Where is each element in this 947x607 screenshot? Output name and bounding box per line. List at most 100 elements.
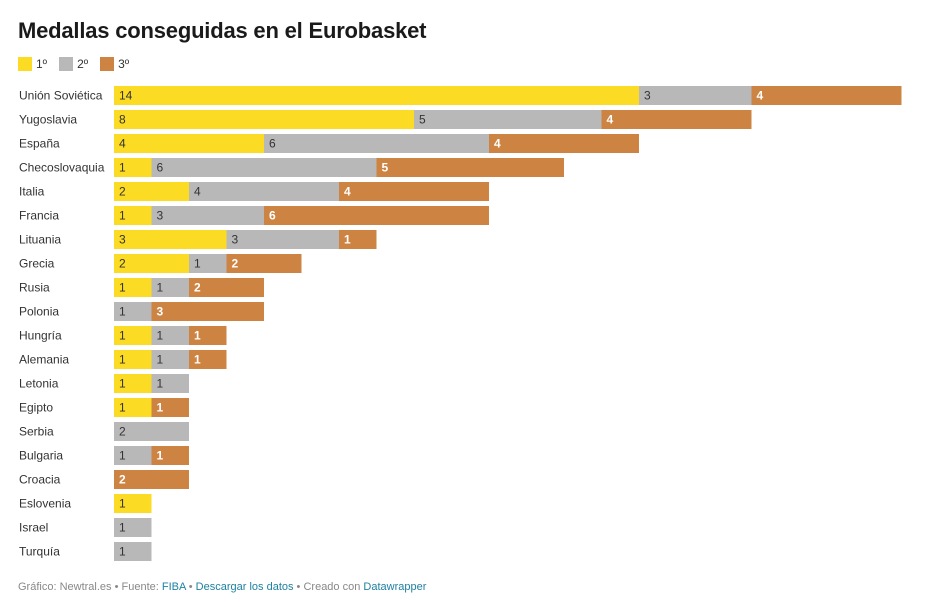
legend-label-silver: 2º [77,57,89,71]
bar-segment-gold [114,86,639,105]
bar-segment-bronze [189,350,227,369]
value-label: 3 [157,305,164,319]
bar-segment-gold [114,110,414,129]
legend-label-bronze: 3º [118,57,130,71]
bar-segment-bronze [189,326,227,345]
download-data-link[interactable]: Descargar los datos [195,581,294,593]
category-label: Bulgaria [19,449,63,463]
bar-row-turquia: Turquía 1 [19,542,152,561]
footer-sep2: • Creado con [293,581,364,593]
bar-segment-silver [414,110,602,129]
category-label: Egipto [19,401,53,415]
value-label: 2 [232,257,239,271]
category-label: Serbia [19,425,54,439]
value-label: 3 [232,233,239,247]
source-link[interactable]: FIBA [161,581,186,593]
bar-row-egipto: Egipto 1 1 [19,398,189,417]
category-label: Checoslovaquia [19,161,105,175]
bar-segment-gold [114,374,152,393]
bar-segment-bronze [151,398,189,417]
value-label: 1 [119,329,126,343]
bar-row-bulgaria: Bulgaria 1 1 [19,446,189,465]
value-label: 4 [607,113,614,127]
bar-segment-bronze [751,86,902,105]
category-label: Israel [19,521,48,535]
bar-segment-bronze [339,230,377,249]
bar-row-italia: Italia 2 4 4 [19,182,489,201]
bar-row-union-sovietica: Unión Soviética 14 3 4 [19,86,902,105]
bar-segment-gold [114,254,189,273]
value-label: 2 [119,257,126,271]
bar-segment-silver [151,374,189,393]
value-label: 1 [119,281,126,295]
bar-segment-silver [151,326,189,345]
bar-segment-bronze [114,470,189,489]
legend-item-gold: 1º [18,57,47,71]
bar-segment-silver [151,350,189,369]
bar-segment-gold [114,494,152,513]
bar-segment-gold [114,134,264,153]
bar-row-polonia: Polonia 1 3 [19,302,264,321]
bar-segment-silver [226,230,339,249]
value-label: 1 [119,449,126,463]
bar-segment-silver [114,422,189,441]
legend: 1º 2º 3º [18,57,129,71]
value-label: 3 [157,209,164,223]
value-label: 5 [419,113,426,127]
value-label: 1 [194,353,201,367]
bar-row-eslovenia: Eslovenia 1 [19,494,152,513]
value-label: 2 [194,281,201,295]
datawrapper-link[interactable]: Datawrapper [363,581,427,593]
legend-item-bronze: 3º [100,57,129,71]
value-label: 6 [157,161,164,175]
value-label: 3 [119,233,126,247]
value-label: 5 [382,161,389,175]
category-label: Polonia [19,305,59,319]
bar-row-grecia: Grecia 2 1 2 [19,254,302,273]
value-label: 1 [157,449,164,463]
legend-item-silver: 2º [59,57,88,71]
value-label: 1 [119,377,126,391]
bar-segment-gold [114,206,152,225]
value-label: 1 [157,377,164,391]
category-label: España [19,137,60,151]
legend-swatch-silver [59,57,74,71]
category-label: Italia [19,185,45,199]
bar-segment-bronze [264,206,489,225]
value-label: 4 [344,185,351,199]
category-label: Lituania [19,233,61,247]
value-label: 1 [119,161,126,175]
bar-segment-gold [114,398,152,417]
bar-segment-silver [114,542,152,561]
bar-segment-silver [114,518,152,537]
bar-segment-silver [151,278,189,297]
value-label: 1 [119,545,126,559]
value-label: 1 [194,257,201,271]
value-label: 1 [157,281,164,295]
category-label: Croacia [19,473,61,487]
bar-row-espana: España 4 6 4 [19,134,639,153]
bar-segment-bronze [189,278,264,297]
footer-prefix: Gráfico: Newtral.es • Fuente: [18,581,162,593]
bar-segment-silver [114,302,152,321]
category-label: Eslovenia [19,497,71,511]
value-label: 4 [194,185,201,199]
bar-segment-gold [114,182,189,201]
bar-segment-gold [114,278,152,297]
bar-segment-gold [114,158,152,177]
bar-row-croacia: Croacia 2 [19,470,189,489]
value-label: 1 [157,329,164,343]
bar-row-serbia: Serbia 2 [19,422,189,441]
value-label: 8 [119,113,126,127]
bar-segment-bronze [489,134,639,153]
value-label: 2 [119,185,126,199]
bar-row-yugoslavia: Yugoslavia 8 5 4 [19,110,752,129]
bar-row-lituania: Lituania 3 3 1 [19,230,377,249]
bar-segment-silver [189,254,227,273]
bar-segment-silver [264,134,489,153]
bar-row-rusia: Rusia 1 1 2 [19,278,264,297]
bar-segment-silver [639,86,752,105]
value-label: 1 [119,353,126,367]
value-label: 1 [119,521,126,535]
